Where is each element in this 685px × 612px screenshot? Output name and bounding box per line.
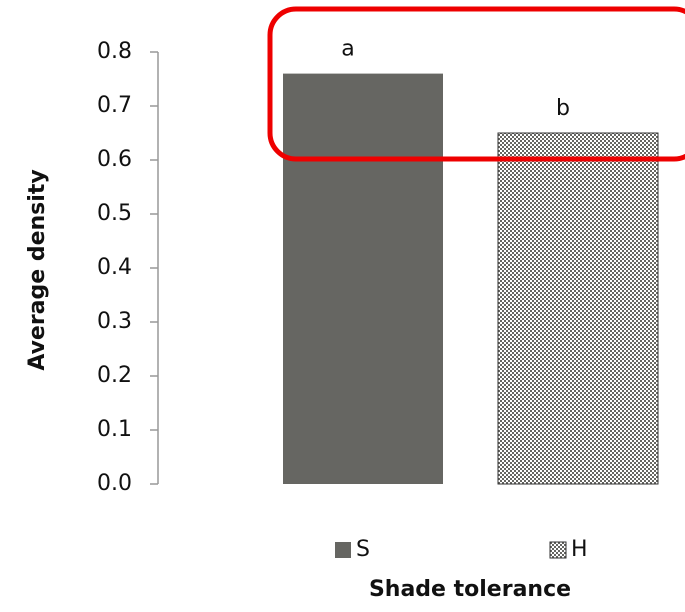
y-tick-label: 0.5	[97, 201, 132, 226]
y-tick-label: 0.4	[97, 255, 132, 280]
legend-label: S	[356, 537, 370, 562]
legend-label: H	[571, 537, 588, 562]
y-axis-title: Average density	[25, 169, 50, 370]
chart: Average density Shade tolerance 0.0 0.1 0.…	[0, 0, 685, 612]
x-axis-title: Shade tolerance	[369, 577, 571, 602]
y-tick-label: 0.6	[97, 147, 132, 172]
bar	[498, 133, 658, 484]
legend-swatch	[550, 542, 566, 558]
significance-label: a	[341, 37, 354, 62]
y-tick-label: 0.3	[97, 309, 132, 334]
bar	[283, 74, 443, 484]
y-tick-label: 0.8	[97, 39, 132, 64]
y-tick-label: 0.7	[97, 93, 132, 118]
y-tick-label: 0.2	[97, 363, 132, 388]
y-tick-label: 0.0	[97, 471, 132, 496]
significance-label: b	[556, 96, 570, 121]
legend-swatch	[335, 542, 351, 558]
y-tick-label: 0.1	[97, 417, 132, 442]
